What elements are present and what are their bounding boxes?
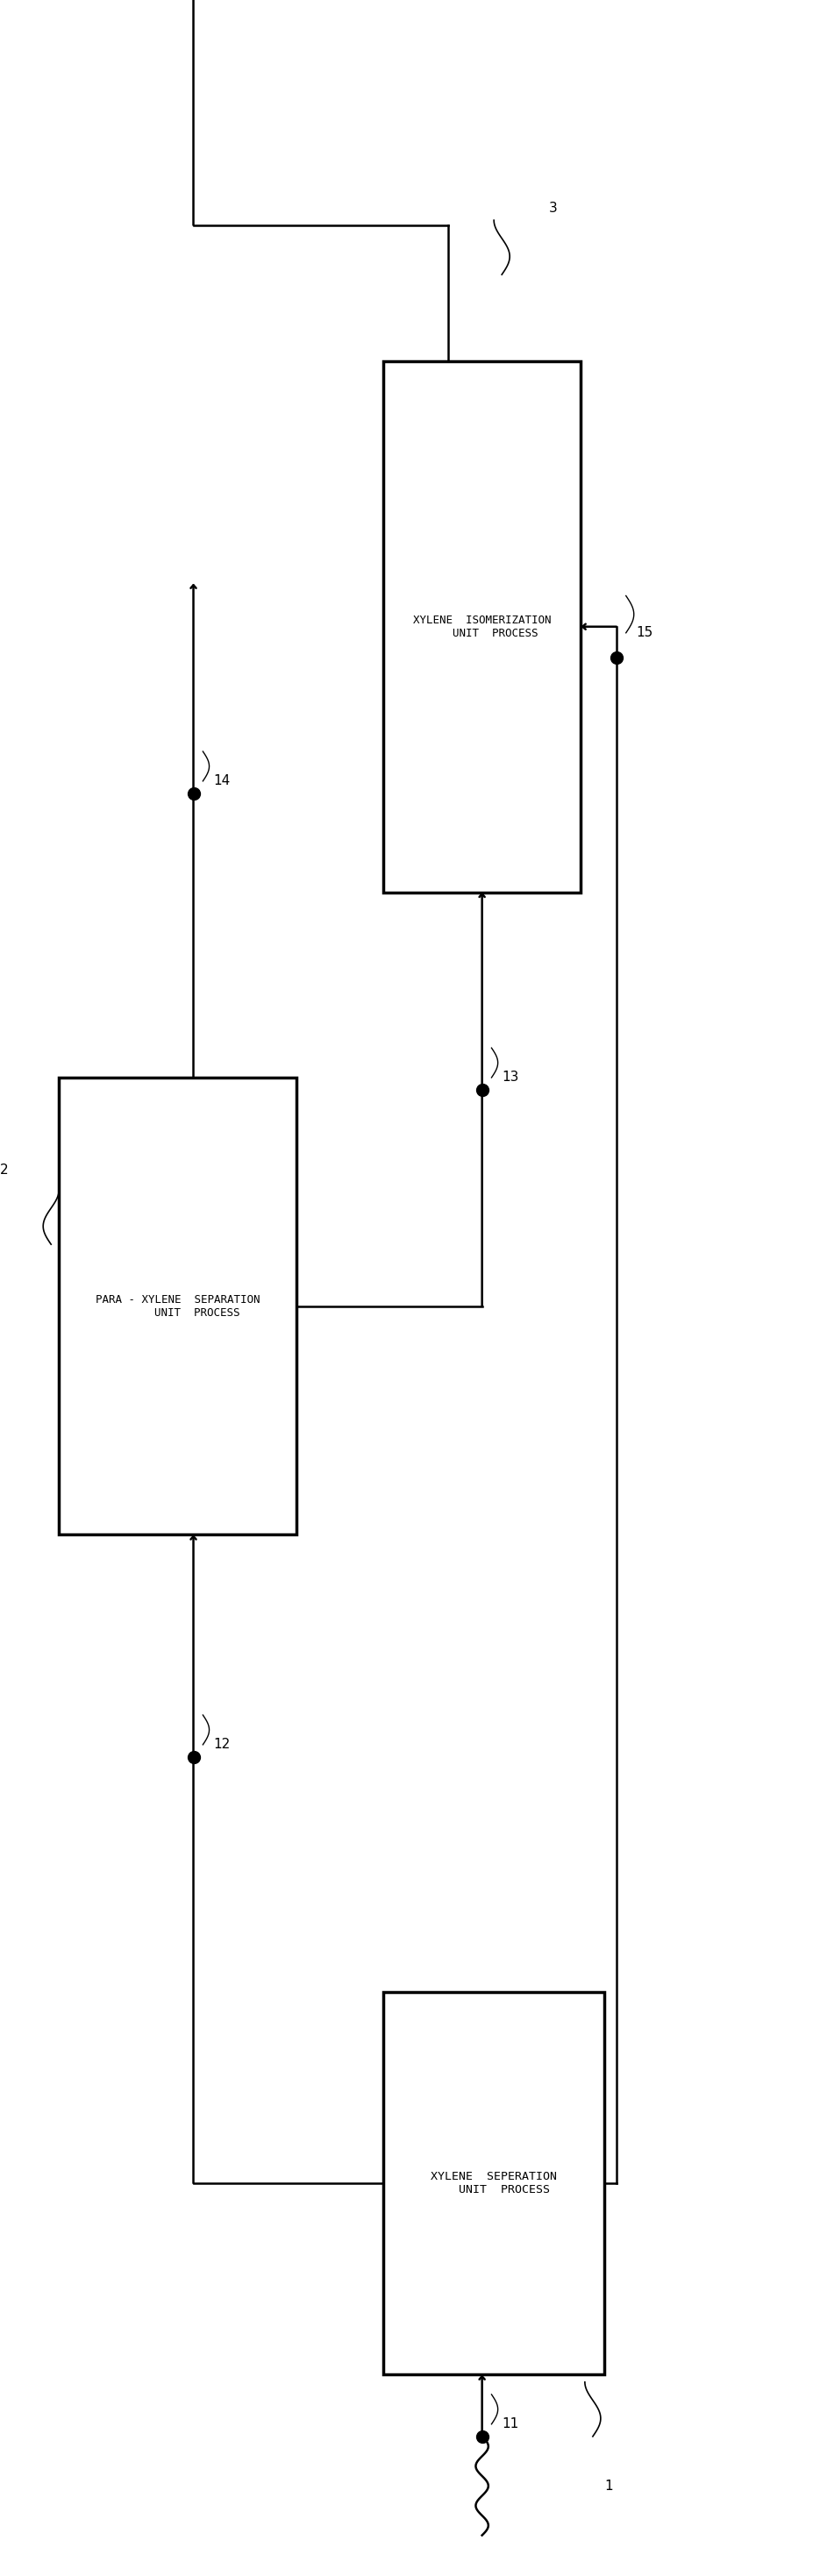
Point [475,2416,488,2458]
Point [187,1736,200,1777]
Text: 1: 1 [604,2478,612,2494]
Text: 11: 11 [502,2416,518,2432]
Text: XYLENE  ISOMERIZATION
    UNIT  PROCESS: XYLENE ISOMERIZATION UNIT PROCESS [412,616,550,639]
Text: 14: 14 [213,775,230,788]
FancyBboxPatch shape [383,361,580,891]
Text: 3: 3 [549,201,557,214]
FancyBboxPatch shape [383,1991,604,2375]
Point [475,1069,488,1110]
Text: 2: 2 [0,1164,8,1177]
Text: 15: 15 [636,626,652,639]
Text: 13: 13 [502,1072,518,1084]
Text: PARA - XYLENE  SEPARATION
      UNIT  PROCESS: PARA - XYLENE SEPARATION UNIT PROCESS [95,1293,259,1319]
Point [609,636,622,677]
Text: 12: 12 [213,1739,230,1752]
Point [187,773,200,814]
Text: XYLENE  SEPERATION
   UNIT  PROCESS: XYLENE SEPERATION UNIT PROCESS [430,2172,556,2195]
FancyBboxPatch shape [59,1077,296,1535]
